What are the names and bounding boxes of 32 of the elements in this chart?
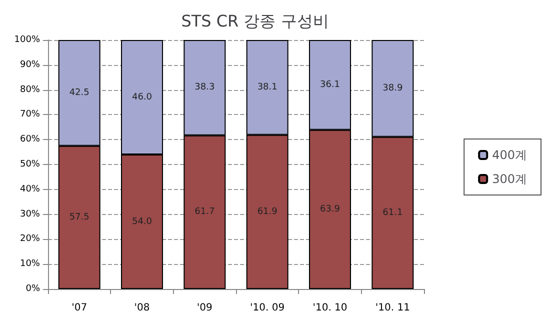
- data-label: 61.9: [257, 206, 278, 217]
- y-tick-label: 30%: [20, 209, 40, 220]
- y-tick-label: 60%: [20, 134, 40, 145]
- y-tick-label: 100%: [14, 35, 40, 45]
- y-tick-label: 10%: [20, 259, 40, 270]
- y-tick-label: 70%: [20, 110, 40, 120]
- x-tick-label: '10. 11: [375, 302, 410, 314]
- y-tick-label: 0%: [26, 284, 40, 294]
- data-label: 63.9: [320, 204, 340, 214]
- data-label: 38.9: [382, 83, 403, 94]
- y-tick-label: 80%: [20, 84, 40, 95]
- data-label: 61.1: [382, 208, 403, 218]
- y-tick-label: 50%: [20, 160, 40, 170]
- x-tick-label: '10. 09: [250, 302, 285, 314]
- x-tick-label: '07: [72, 302, 88, 314]
- data-label: 38.1: [257, 82, 278, 92]
- data-label: 46.0: [132, 92, 152, 102]
- legend-label: 400계: [492, 148, 527, 162]
- data-label: 36.1: [320, 80, 340, 90]
- x-tick-label: '10. 10: [312, 302, 348, 314]
- x-tick-label: '09: [196, 302, 212, 314]
- y-tick-label: 90%: [20, 60, 40, 70]
- chart-title: STS CR 강종 구성비: [181, 12, 329, 30]
- y-tick-label: 40%: [20, 184, 40, 194]
- data-label: 38.3: [194, 82, 215, 93]
- data-label: 54.0: [132, 216, 152, 227]
- data-label: 57.5: [69, 212, 90, 222]
- y-tick-label: 20%: [20, 234, 40, 244]
- data-label: 42.5: [69, 88, 90, 98]
- legend-label: 300계: [492, 172, 527, 186]
- data-label: 61.7: [194, 207, 215, 218]
- x-tick-label: '08: [134, 302, 150, 314]
